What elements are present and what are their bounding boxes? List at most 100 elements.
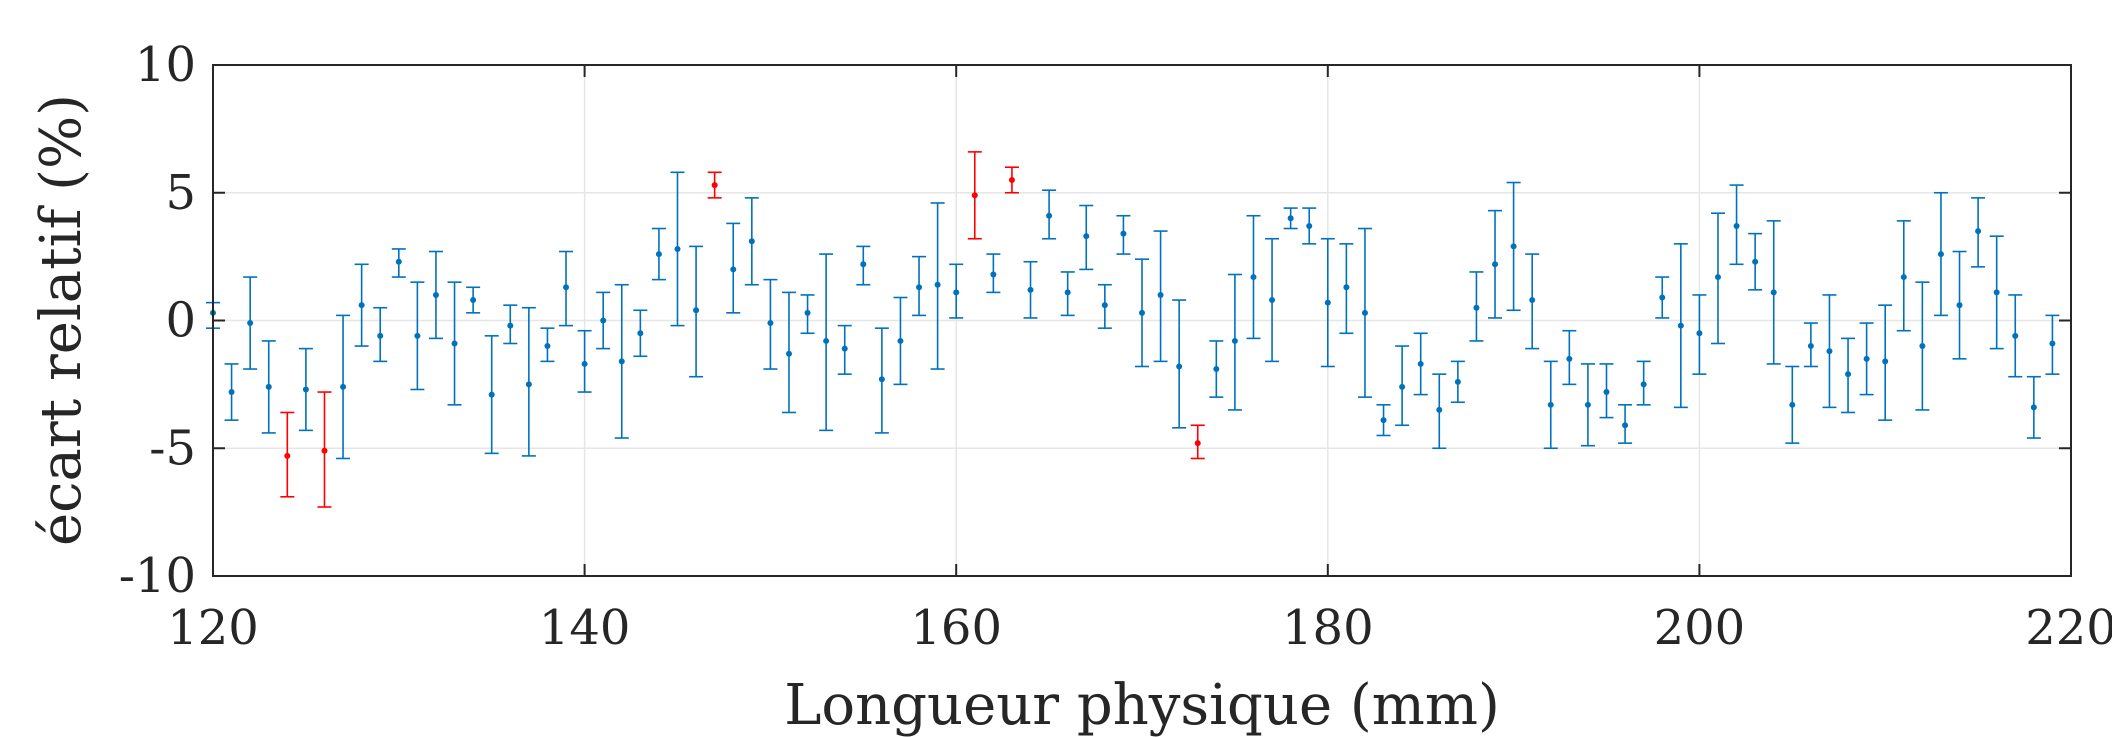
data-point: [559, 250, 574, 327]
data-point: [651, 227, 666, 281]
data-point: [1989, 235, 2004, 350]
data-marker: [1194, 440, 1201, 447]
data-marker: [1287, 215, 1294, 222]
y-tick-label: 0: [165, 293, 196, 349]
data-marker: [693, 307, 700, 314]
data-point: [1135, 258, 1149, 368]
data-marker: [730, 266, 737, 273]
data-marker: [1807, 343, 1814, 350]
data-marker: [377, 332, 384, 339]
data-point: [1618, 404, 1633, 444]
data-point: [912, 255, 927, 317]
data-marker: [1566, 355, 1573, 362]
data-marker: [358, 302, 365, 309]
data-marker: [600, 317, 607, 324]
data-point: [986, 253, 1001, 294]
data-marker: [1101, 302, 1108, 309]
data-marker: [1826, 348, 1833, 355]
data-point: [577, 329, 592, 393]
data-marker: [1139, 309, 1145, 316]
data-point: [800, 294, 815, 335]
data-point: [1413, 332, 1428, 396]
data-marker: [1789, 401, 1796, 408]
data-marker: [563, 284, 570, 291]
data-point: [1116, 214, 1131, 255]
data-marker: [674, 245, 681, 252]
data-point: [428, 250, 443, 340]
data-marker: [1027, 286, 1034, 293]
data-marker: [2049, 340, 2056, 347]
data-marker: [1733, 222, 1740, 229]
data-marker: [637, 330, 644, 337]
data-marker: [1993, 289, 2000, 296]
data-marker: [1547, 401, 1554, 408]
data-marker: [1269, 297, 1276, 304]
data-marker: [228, 389, 235, 396]
data-marker: [488, 391, 495, 398]
data-marker: [1176, 363, 1183, 370]
data-point: [1376, 404, 1391, 437]
data-point: [466, 286, 481, 314]
data-marker: [1046, 212, 1053, 219]
data-point: [874, 327, 889, 434]
data-point: [261, 340, 276, 434]
y-tick-label: -5: [149, 420, 196, 476]
data-marker: [1120, 230, 1127, 237]
data-point: [1543, 360, 1558, 450]
data-marker: [581, 360, 588, 367]
data-marker: [841, 345, 848, 352]
data-point: [1320, 237, 1335, 368]
data-marker: [1436, 406, 1443, 413]
data-marker: [1083, 233, 1090, 240]
data-marker: [432, 291, 439, 298]
data-marker: [470, 297, 477, 304]
data-point: [1822, 294, 1837, 409]
x-tick-label: 120: [167, 600, 259, 656]
data-point: [1265, 237, 1280, 363]
data-point: [1450, 360, 1465, 404]
x-axis-title: Longueur physique (mm): [784, 673, 1500, 737]
data-marker: [934, 281, 941, 288]
data-series: [206, 151, 2060, 508]
data-marker: [971, 192, 978, 199]
data-marker: [1008, 176, 1015, 183]
data-point: [1878, 304, 1893, 421]
data-marker: [1064, 289, 1071, 296]
data-point: [1209, 340, 1224, 398]
data-point: [1469, 271, 1484, 342]
data-point: [633, 309, 648, 358]
data-marker: [1900, 274, 1907, 281]
data-marker: [1157, 291, 1164, 298]
data-marker: [823, 337, 830, 344]
y-axis-title: écart relatif (%): [29, 94, 94, 546]
y-tick-label: -10: [119, 548, 196, 604]
data-marker: [1770, 289, 1777, 296]
x-tick-label: 200: [1654, 600, 1746, 656]
data-point: [1153, 230, 1168, 363]
data-point: [354, 263, 369, 347]
data-marker: [767, 320, 774, 327]
data-marker: [860, 261, 867, 268]
data-marker: [1529, 297, 1536, 304]
data-point: [1766, 220, 1781, 365]
data-marker: [507, 322, 514, 329]
data-point: [1283, 207, 1298, 230]
axis-ticks: 120 140 160 180 200 220 10 5 0 -5 -10: [119, 37, 2112, 656]
data-point: [1023, 260, 1038, 319]
data-point: [967, 151, 982, 240]
data-point: [781, 291, 796, 414]
data-point: [1636, 360, 1651, 406]
data-point: [893, 296, 908, 386]
data-marker: [1454, 378, 1461, 385]
data-marker: [1473, 304, 1480, 311]
data-marker: [1956, 302, 1963, 309]
data-point: [503, 304, 518, 345]
data-point: [1710, 212, 1725, 345]
data-marker: [916, 284, 923, 291]
data-marker: [618, 358, 625, 365]
data-point: [1060, 271, 1075, 317]
data-marker: [990, 271, 997, 278]
data-marker: [414, 332, 421, 339]
x-tick-label: 160: [910, 600, 1002, 656]
